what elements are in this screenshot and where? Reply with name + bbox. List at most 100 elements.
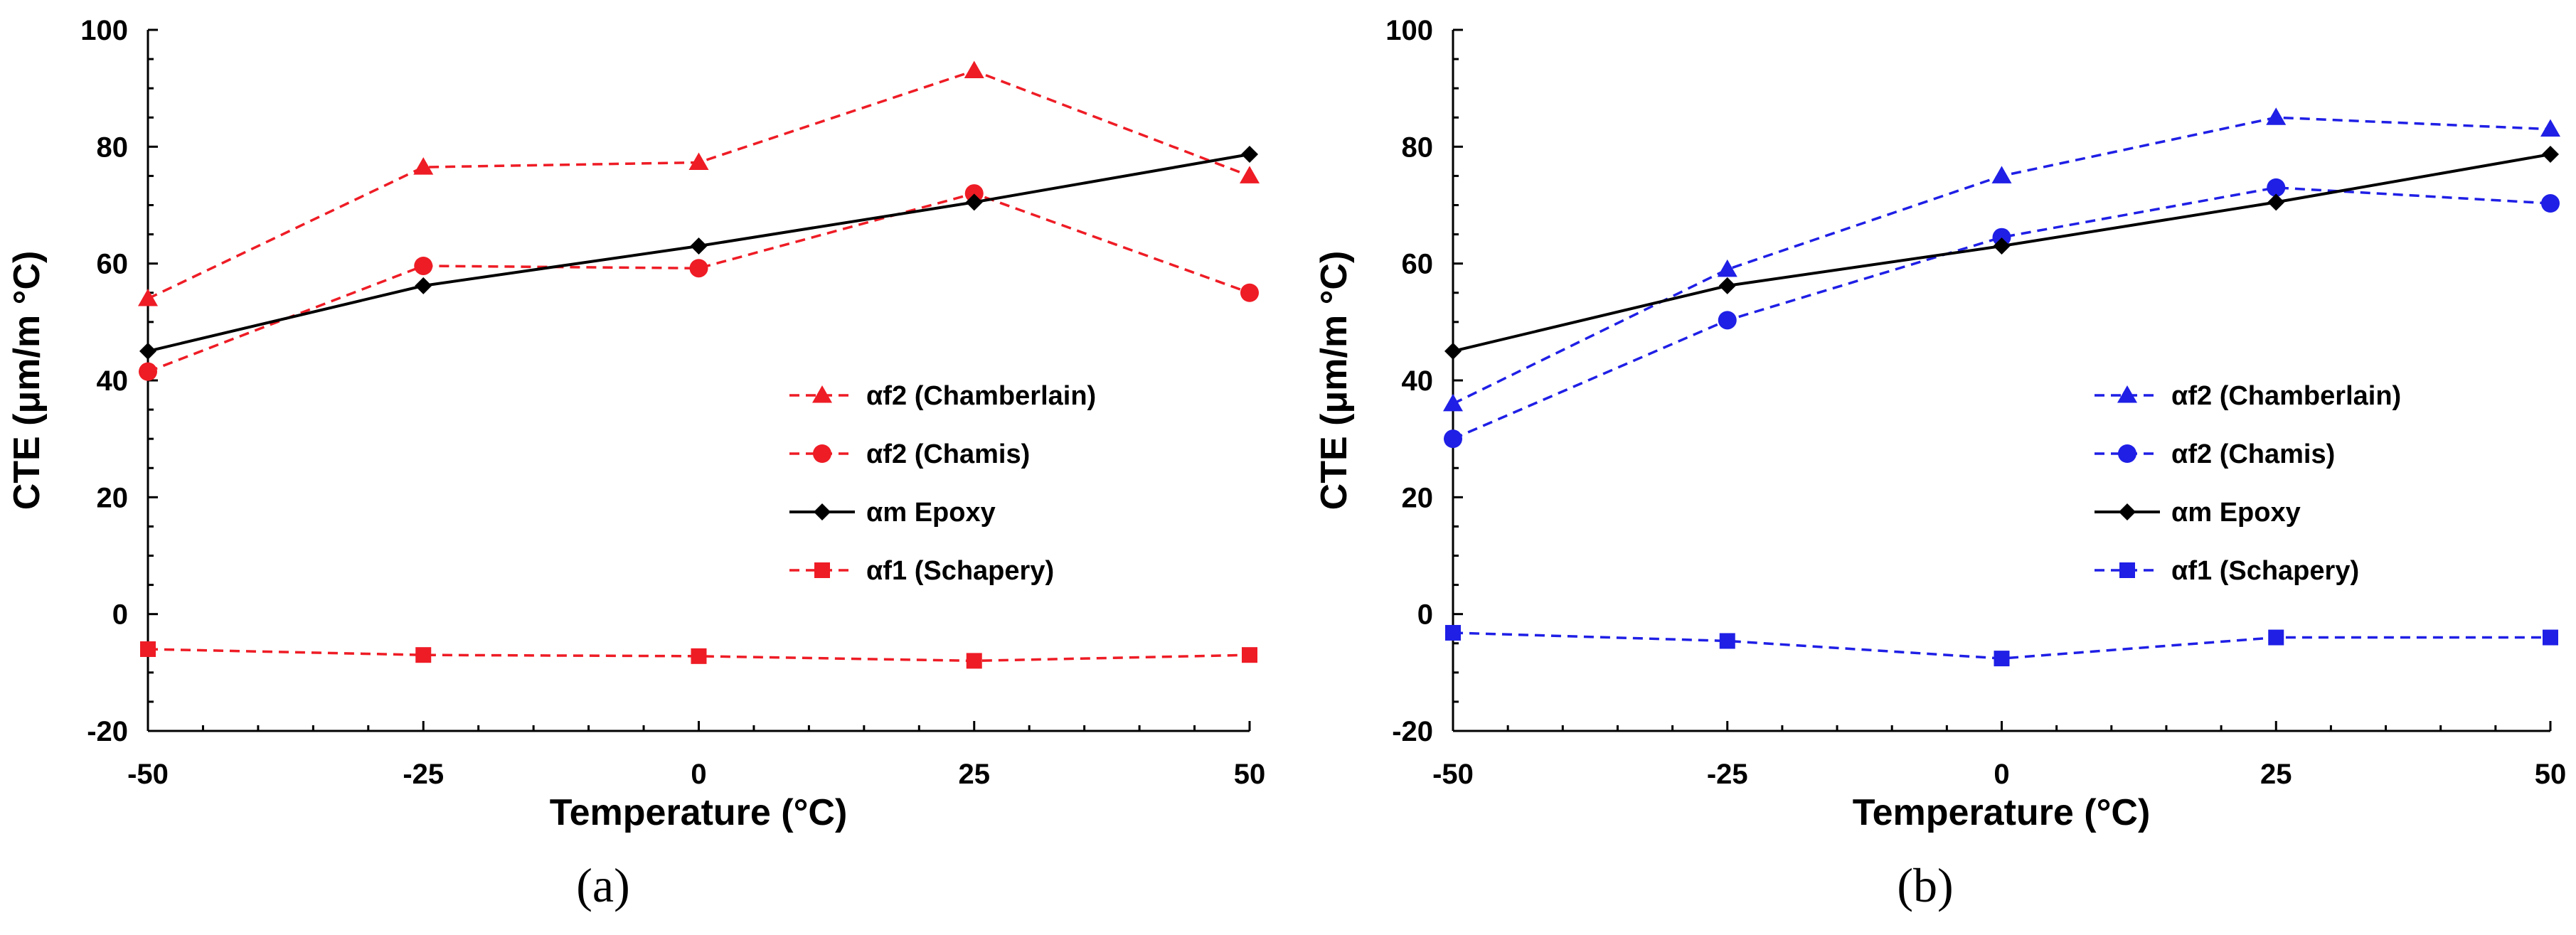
y-tick-label: 80 — [1402, 132, 1434, 163]
x-tick-label: 25 — [959, 759, 991, 790]
y-tick-label: -20 — [1392, 716, 1433, 747]
legend: αf2 (Chamberlain) αf2 (Chamis) αm Epoxy αf1… — [789, 381, 1096, 586]
data-point — [140, 641, 156, 657]
series-line — [147, 192, 1250, 373]
series-3 — [140, 641, 1257, 669]
legend-entry-label: αf2 (Chamis) — [866, 439, 1030, 469]
data-point — [1717, 259, 1737, 277]
y-tick-label: 20 — [1402, 482, 1434, 513]
series-line — [1452, 116, 2551, 405]
data-point — [690, 237, 708, 255]
x-tick-label: 0 — [691, 759, 706, 790]
x-tick-label: -50 — [1432, 759, 1474, 790]
data-point — [1994, 651, 2010, 667]
data-point — [414, 256, 433, 275]
chart-panel-b: -20 0 20 40 60 80 100 -50 -25 0 25 50 CTE (μm/m °C) T… — [1314, 15, 2566, 912]
x-tick-label: -25 — [1707, 759, 1748, 790]
data-point — [1445, 624, 1461, 641]
data-point — [1444, 429, 1462, 449]
legend-entry-label: αf2 (Chamberlain) — [2171, 381, 2401, 411]
series-1 — [139, 184, 1259, 381]
x-tick-label: 0 — [1994, 759, 2009, 790]
legend-swatch-marker — [2117, 385, 2137, 403]
data-point — [1718, 311, 1737, 330]
data-point — [2542, 146, 2559, 164]
data-point — [415, 647, 432, 663]
legend-swatch-marker — [2119, 562, 2135, 578]
data-point — [691, 648, 707, 664]
data-point — [2267, 178, 2286, 197]
x-tick-label: -50 — [127, 759, 169, 790]
data-point — [1719, 633, 1735, 649]
data-point — [2268, 629, 2284, 646]
data-point — [2543, 629, 2558, 646]
legend-swatch-marker — [813, 444, 831, 463]
legend-swatch-marker — [814, 503, 831, 520]
data-point — [1718, 277, 1736, 294]
y-tick-label: 100 — [80, 15, 128, 46]
legend-entry-label: αf2 (Chamis) — [2171, 439, 2335, 469]
y-tick-label: 40 — [97, 365, 129, 397]
data-point — [964, 184, 984, 203]
y-tick-label: 100 — [1385, 15, 1433, 46]
data-point — [1993, 237, 2011, 255]
y-tick-label: 60 — [97, 249, 129, 280]
data-point — [2540, 119, 2560, 137]
data-point — [964, 60, 984, 79]
y-tick-label: 0 — [1417, 599, 1433, 631]
panel-label: (b) — [1897, 858, 1953, 912]
y-tick-label: 20 — [97, 482, 129, 513]
data-point — [965, 193, 983, 211]
series-0 — [1443, 107, 2560, 412]
data-point — [1240, 283, 1259, 302]
legend-swatch-marker — [812, 385, 832, 403]
data-point — [138, 288, 158, 306]
data-point — [1443, 393, 1463, 412]
legend-swatch-marker — [2118, 444, 2136, 463]
legend-entry-label: αf1 (Schapery) — [866, 556, 1054, 586]
series-1 — [1444, 178, 2560, 449]
legend-entry-label: αm Epoxy — [2171, 498, 2301, 528]
y-tick-label: 0 — [112, 599, 128, 631]
legend-swatch-marker — [814, 562, 830, 578]
data-point — [2541, 194, 2560, 213]
legend: αf2 (Chamberlain) αf2 (Chamis) αm Epoxy αf1… — [2095, 381, 2401, 586]
data-point — [966, 653, 982, 669]
x-tick-label: 25 — [2260, 759, 2292, 790]
x-tick-label: -25 — [403, 759, 444, 790]
legend-entry-label: αf2 (Chamberlain) — [866, 381, 1096, 411]
y-tick-label: 40 — [1402, 365, 1434, 397]
data-point — [1444, 342, 1462, 360]
legend-entry-label: αm Epoxy — [866, 498, 996, 528]
data-point — [1242, 647, 1257, 663]
legend-entry-label: αf1 (Schapery) — [2171, 556, 2359, 586]
series-0 — [138, 60, 1260, 306]
x-axis-title: Temperature (°C) — [550, 792, 848, 833]
data-point — [415, 277, 432, 294]
x-tick-label: 50 — [2535, 759, 2567, 790]
data-point — [1992, 228, 2011, 247]
y-tick-label: -20 — [87, 716, 128, 747]
series-3 — [1445, 624, 2558, 667]
y-tick-label: 80 — [97, 132, 129, 163]
data-point — [139, 362, 157, 381]
data-point — [688, 152, 709, 171]
chart-panel-a: -20 0 20 40 60 80 100 -50 -25 0 25 50 CTE (μm/m °C) T… — [6, 15, 1265, 912]
x-tick-label: 50 — [1234, 759, 1266, 790]
data-point — [1240, 166, 1260, 183]
data-point — [689, 259, 708, 278]
data-point — [413, 157, 434, 175]
series-2 — [139, 146, 1258, 360]
series-line — [1452, 186, 2551, 440]
y-axis-title: CTE (μm/m °C) — [6, 251, 48, 511]
series-line — [147, 648, 1250, 663]
data-point — [2267, 193, 2285, 211]
y-axis-title: CTE (μm/m °C) — [1314, 251, 1355, 511]
x-axis-title: Temperature (°C) — [1853, 792, 2151, 833]
series-2 — [1444, 146, 2559, 360]
data-point — [1241, 146, 1258, 164]
data-point — [2266, 107, 2287, 125]
legend-swatch-marker — [2119, 503, 2136, 520]
panel-label: (a) — [576, 858, 629, 912]
